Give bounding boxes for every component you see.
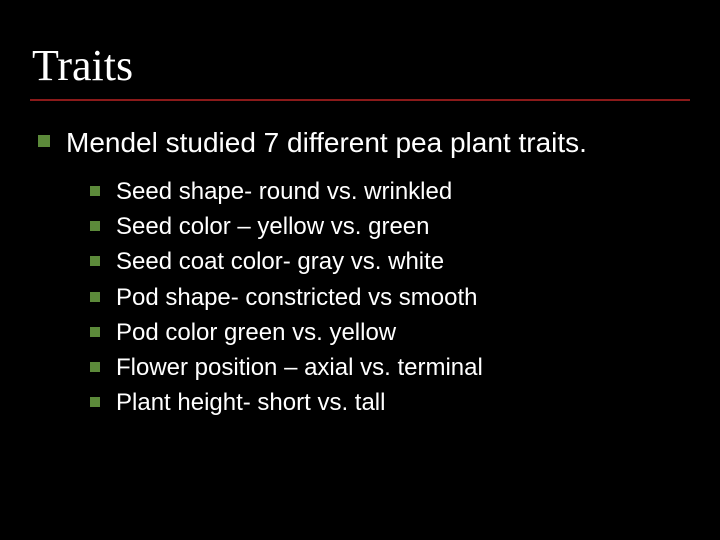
list-item: Pod shape- constricted vs smooth xyxy=(90,282,690,313)
sub-item-text: Pod shape- constricted vs smooth xyxy=(116,282,478,313)
list-item: Seed coat color- gray vs. white xyxy=(90,246,690,277)
sub-bullet-list: Seed shape- round vs. wrinkled Seed colo… xyxy=(30,176,690,418)
sub-item-text: Plant height- short vs. tall xyxy=(116,387,385,418)
square-bullet-icon xyxy=(90,221,100,231)
square-bullet-icon xyxy=(90,362,100,372)
slide-container: Traits Mendel studied 7 different pea pl… xyxy=(0,0,720,540)
sub-item-text: Seed color – yellow vs. green xyxy=(116,211,430,242)
list-item: Pod color green vs. yellow xyxy=(90,317,690,348)
slide-title: Traits xyxy=(30,40,690,91)
square-bullet-icon xyxy=(90,397,100,407)
list-item: Plant height- short vs. tall xyxy=(90,387,690,418)
sub-item-text: Flower position – axial vs. terminal xyxy=(116,352,483,383)
square-bullet-icon xyxy=(38,135,50,147)
list-item: Seed shape- round vs. wrinkled xyxy=(90,176,690,207)
sub-item-text: Seed shape- round vs. wrinkled xyxy=(116,176,452,207)
square-bullet-icon xyxy=(90,256,100,266)
sub-item-text: Seed coat color- gray vs. white xyxy=(116,246,444,277)
list-item: Seed color – yellow vs. green xyxy=(90,211,690,242)
sub-item-text: Pod color green vs. yellow xyxy=(116,317,396,348)
square-bullet-icon xyxy=(90,186,100,196)
main-item-text: Mendel studied 7 different pea plant tra… xyxy=(66,125,587,160)
list-item: Flower position – axial vs. terminal xyxy=(90,352,690,383)
square-bullet-icon xyxy=(90,327,100,337)
title-underline xyxy=(30,99,690,101)
main-bullet-item: Mendel studied 7 different pea plant tra… xyxy=(30,125,690,160)
square-bullet-icon xyxy=(90,292,100,302)
